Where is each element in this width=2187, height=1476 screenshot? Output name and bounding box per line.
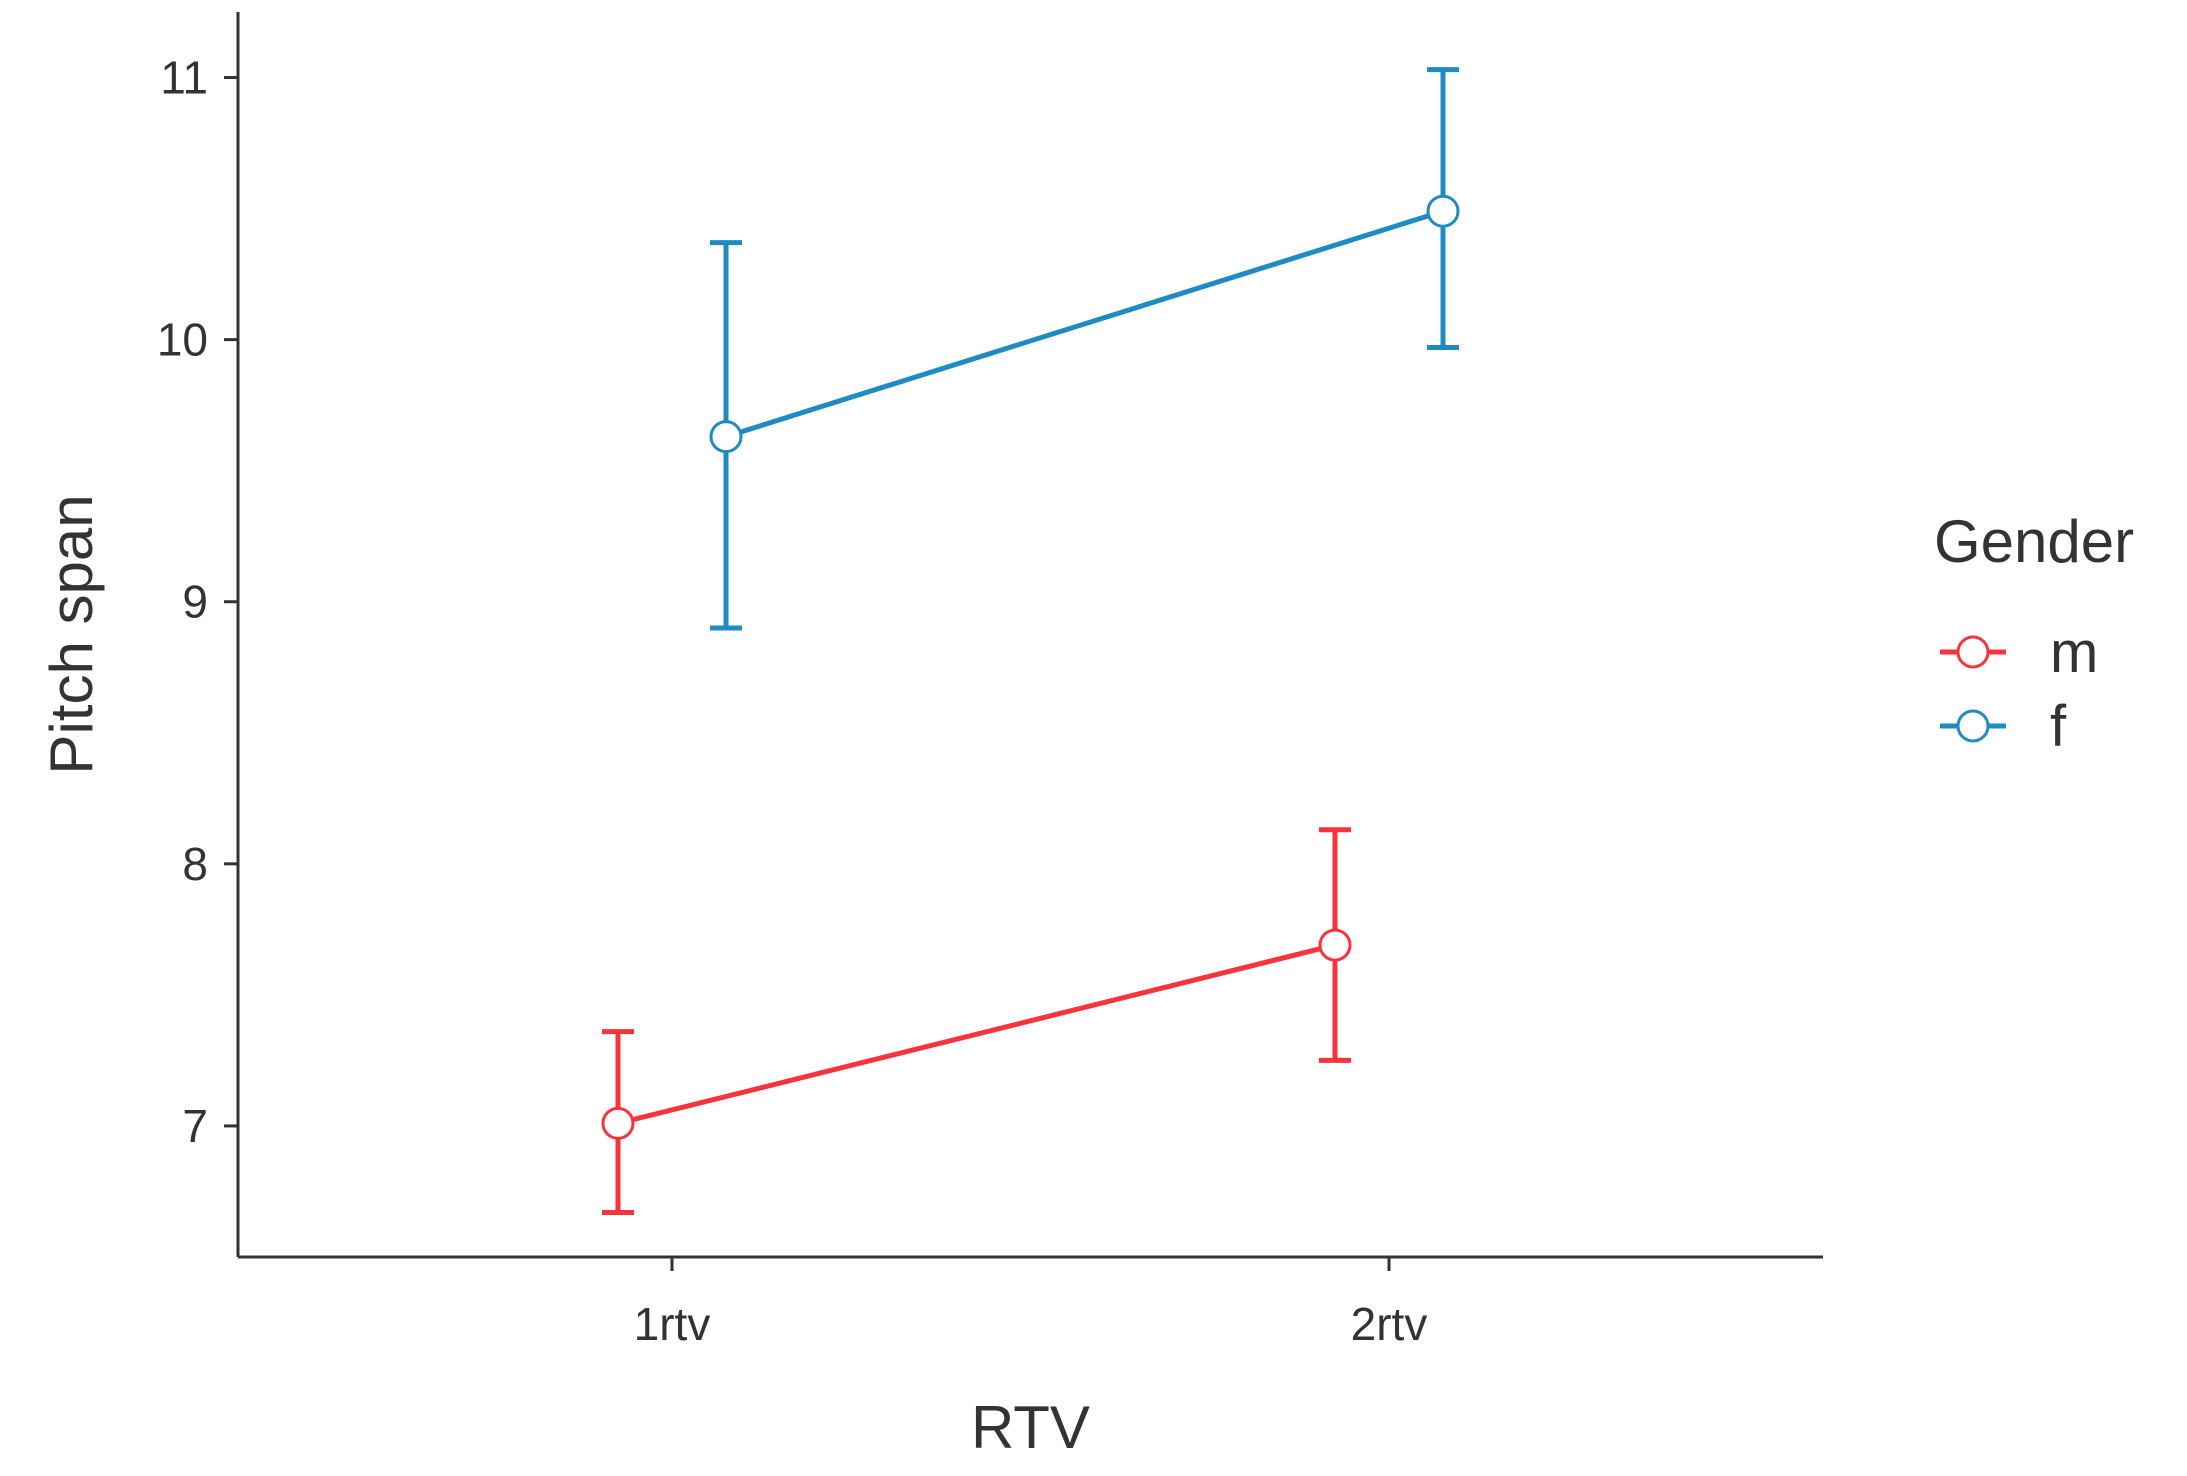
data-point [1318, 928, 1352, 962]
series-layer [601, 67, 1460, 1215]
legend-label: f [2050, 694, 2067, 759]
data-point [709, 420, 743, 454]
legend-title: Gender [1934, 508, 2134, 575]
y-tick-label: 10 [157, 314, 208, 366]
y-tick-label: 8 [182, 838, 208, 890]
legend-key-marker [1956, 635, 1990, 669]
legend-label: m [2050, 620, 2098, 685]
y-axis-ticks: 7 8 9 10 11 [157, 52, 238, 1152]
legend-key-marker [1956, 709, 1990, 743]
axes-layer: 7 8 9 10 11 1rtv 2rtv RTV Pitch span [38, 12, 1823, 1461]
legend: Gender mf [1934, 508, 2134, 759]
series-f [709, 67, 1460, 631]
legend-item-m: m [1940, 620, 2098, 685]
legend-item-f: f [1940, 694, 2067, 759]
x-tick-label: 1rtv [634, 1298, 711, 1350]
legend-items: mf [1940, 620, 2098, 759]
y-tick-label: 7 [182, 1100, 208, 1152]
y-axis-title: Pitch span [38, 494, 105, 774]
y-tick-label: 11 [160, 52, 208, 104]
data-point [1426, 194, 1460, 228]
series-m [601, 827, 1352, 1215]
data-point [601, 1106, 635, 1140]
series-line [617, 942, 1336, 1126]
series-line [725, 208, 1444, 439]
y-tick-label: 9 [182, 576, 208, 628]
x-tick-label: 2rtv [1351, 1298, 1428, 1350]
x-axis-ticks: 1rtv 2rtv [634, 1257, 1428, 1350]
x-axis-title: RTV [971, 1394, 1090, 1461]
